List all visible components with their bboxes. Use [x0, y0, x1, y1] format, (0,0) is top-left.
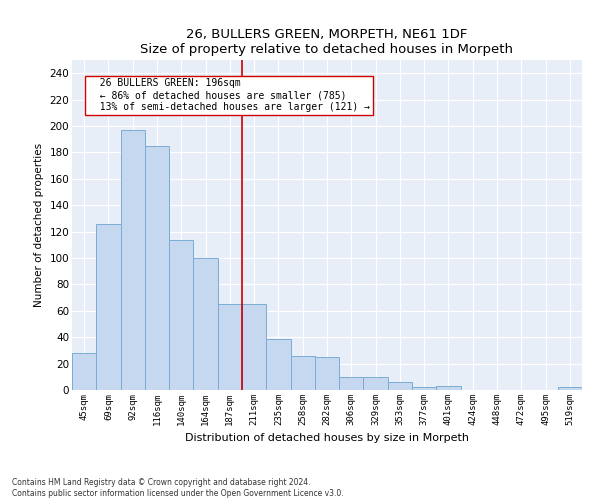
- Bar: [412, 388, 436, 390]
- Bar: [218, 304, 242, 390]
- Bar: [72, 353, 96, 390]
- Bar: [121, 130, 145, 390]
- Bar: [242, 304, 266, 390]
- Bar: [558, 388, 582, 390]
- Bar: [169, 240, 193, 390]
- Bar: [193, 258, 218, 390]
- Bar: [339, 377, 364, 390]
- Title: 26, BULLERS GREEN, MORPETH, NE61 1DF
Size of property relative to detached house: 26, BULLERS GREEN, MORPETH, NE61 1DF Siz…: [140, 28, 514, 56]
- Bar: [290, 356, 315, 390]
- Bar: [96, 224, 121, 390]
- Bar: [364, 377, 388, 390]
- Bar: [315, 357, 339, 390]
- Bar: [388, 382, 412, 390]
- Y-axis label: Number of detached properties: Number of detached properties: [34, 143, 44, 307]
- Bar: [436, 386, 461, 390]
- Text: Contains HM Land Registry data © Crown copyright and database right 2024.
Contai: Contains HM Land Registry data © Crown c…: [12, 478, 344, 498]
- Text: 26 BULLERS GREEN: 196sqm
  ← 86% of detached houses are smaller (785)
  13% of s: 26 BULLERS GREEN: 196sqm ← 86% of detach…: [88, 78, 370, 112]
- Bar: [266, 338, 290, 390]
- Bar: [145, 146, 169, 390]
- X-axis label: Distribution of detached houses by size in Morpeth: Distribution of detached houses by size …: [185, 434, 469, 444]
